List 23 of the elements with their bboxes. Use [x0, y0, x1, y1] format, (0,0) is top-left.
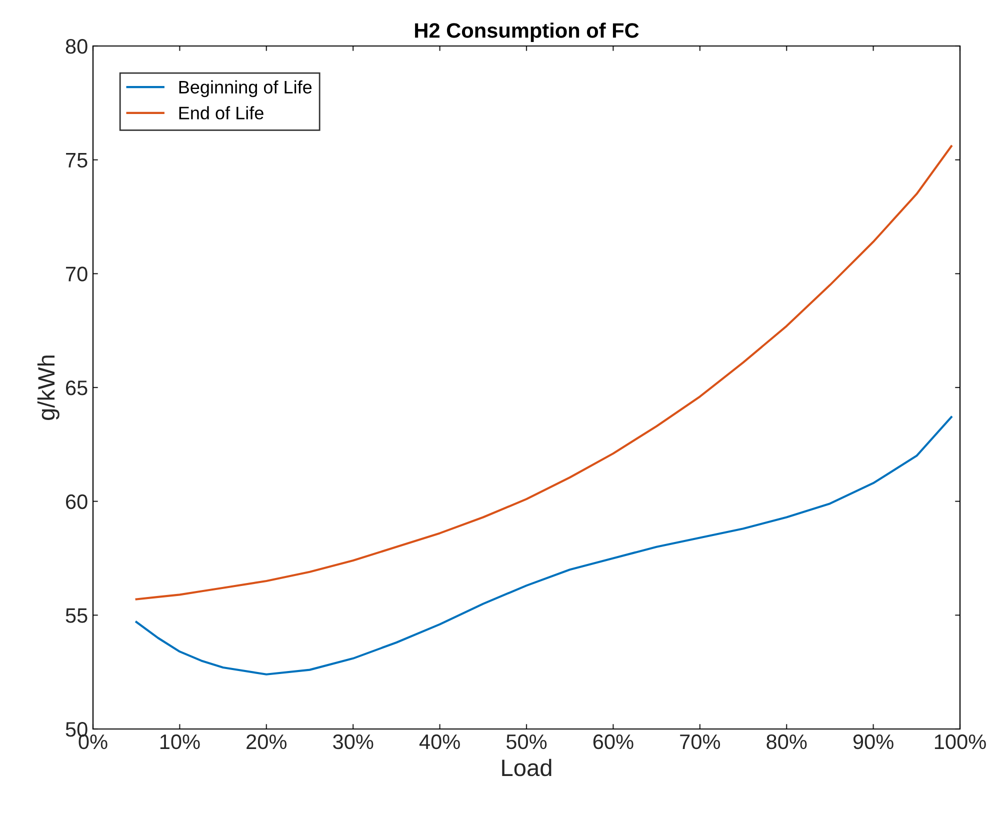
- y-tick-label: 75: [66, 153, 88, 168]
- x-tick-label: 10%: [160, 734, 200, 750]
- x-axis-title: Load: [502, 758, 552, 776]
- y-tick-label: 70: [66, 266, 88, 282]
- x-tick-label: 30%: [333, 734, 374, 750]
- y-tick-label: 60: [66, 494, 88, 510]
- x-tick-label: 80%: [766, 734, 807, 750]
- line-series: [135, 145, 952, 600]
- line-series: [135, 416, 952, 676]
- x-tick-label: 40%: [419, 734, 460, 750]
- x-tick-label: 60%: [593, 734, 634, 750]
- y-tick-label: 65: [66, 380, 88, 396]
- x-tick-label: 70%: [680, 734, 720, 750]
- y-axis-title: g/kWh: [37, 356, 60, 420]
- legend-label: Beginning of Life: [179, 80, 312, 98]
- x-tick-label: 90%: [853, 734, 894, 750]
- y-tick-label: 55: [66, 608, 88, 623]
- x-tick-label: 100%: [934, 734, 986, 750]
- x-tick-label: 20%: [246, 734, 287, 750]
- chart-title: H2 Consumption of FC: [415, 22, 639, 42]
- legend-label: End of Life: [179, 106, 264, 120]
- x-tick-label: 50%: [506, 734, 547, 750]
- y-tick-label: 80: [66, 39, 88, 54]
